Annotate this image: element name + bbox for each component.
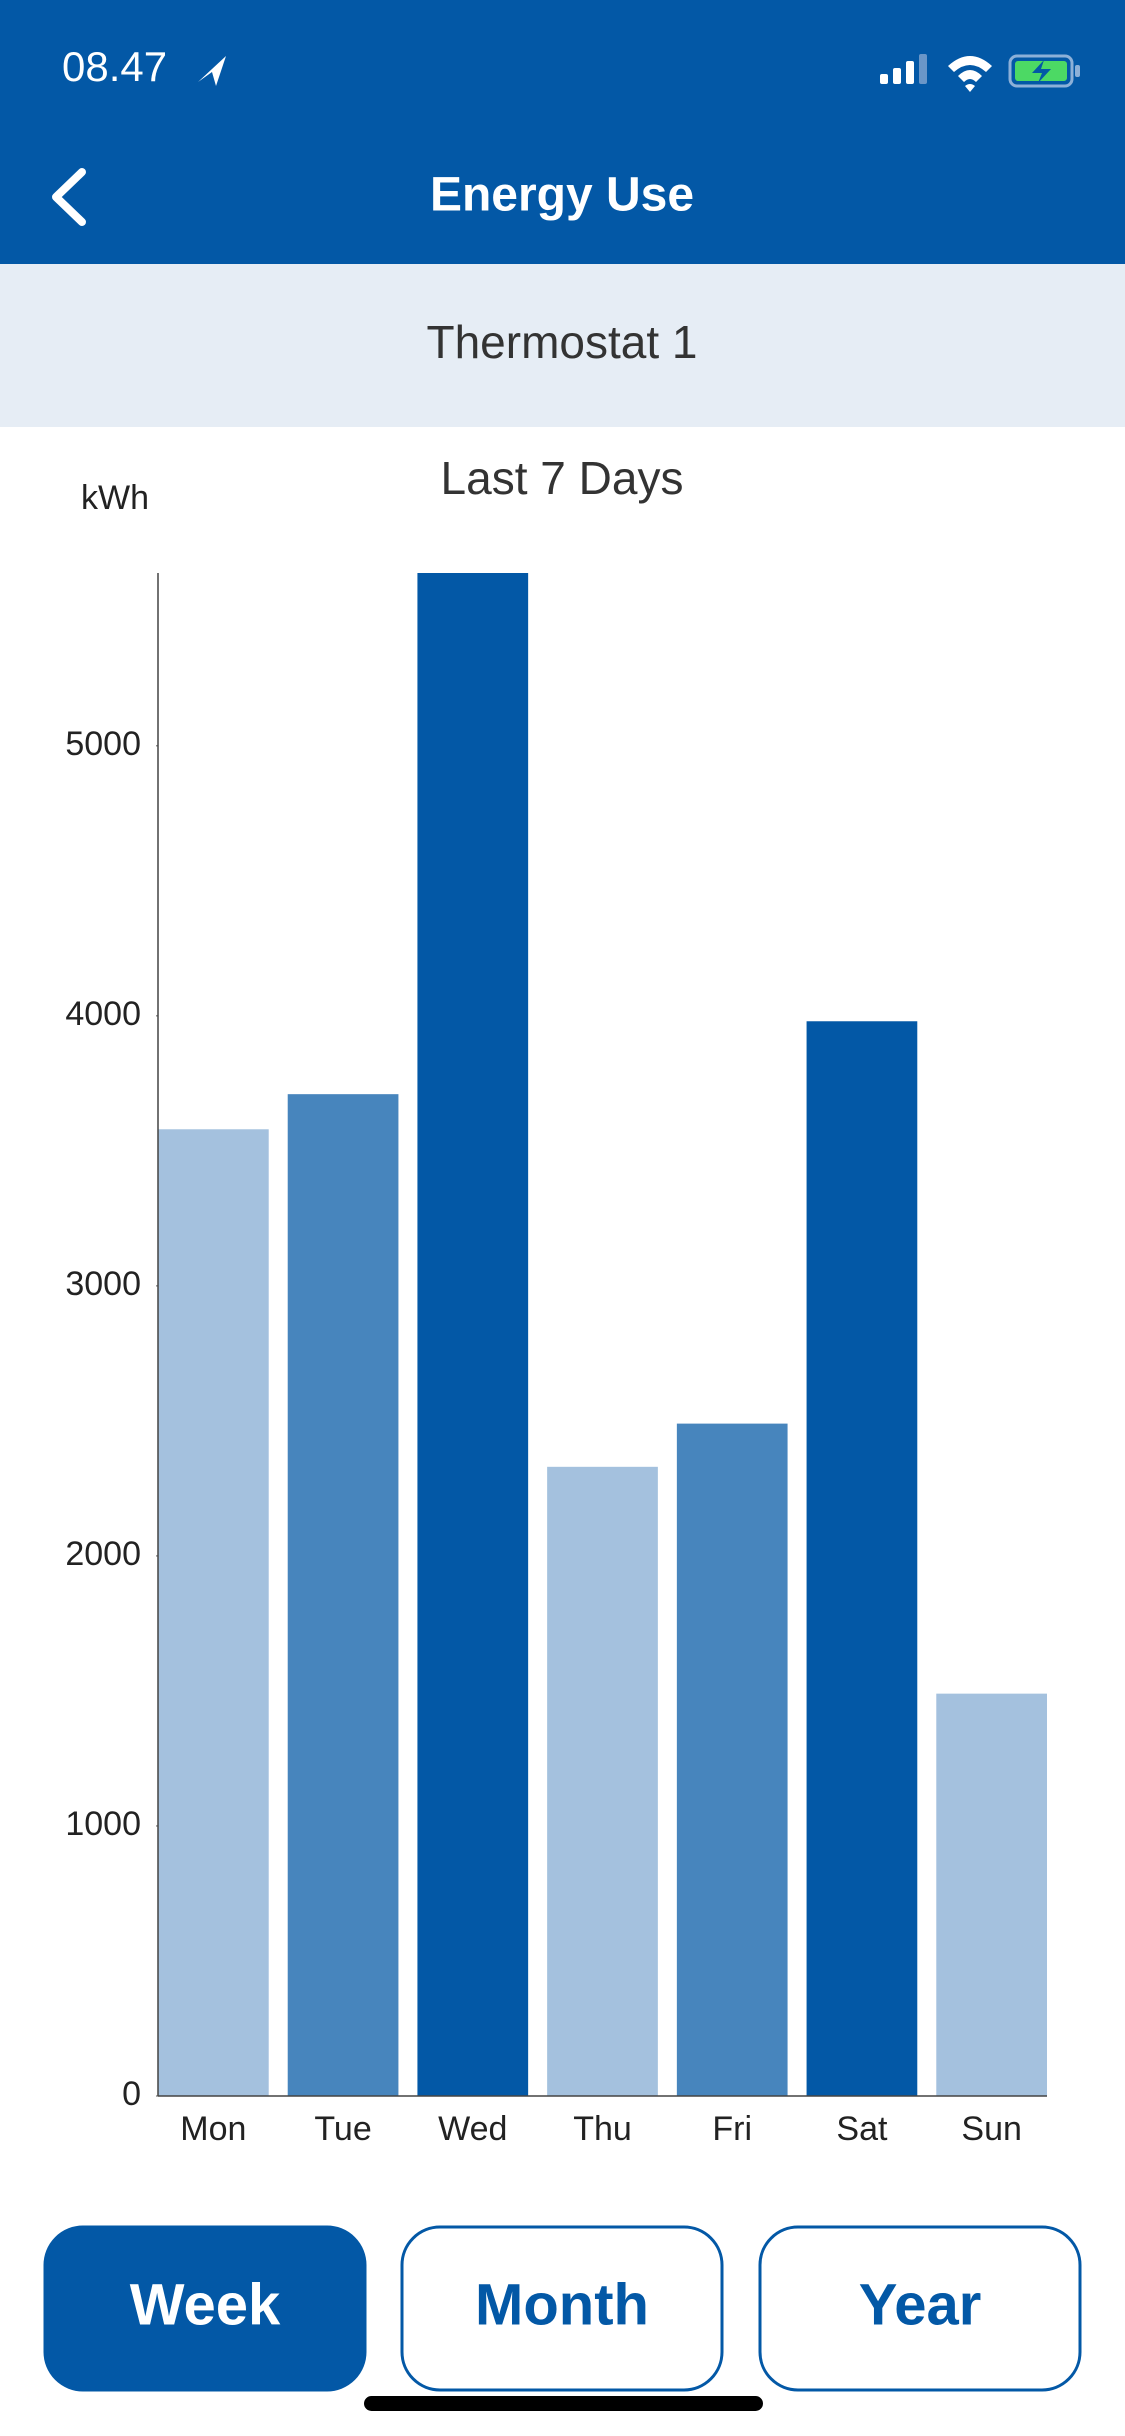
y-tick-label: 2000 [65, 1535, 141, 1573]
back-button[interactable] [52, 168, 86, 226]
tab-button[interactable] [43, 2225, 367, 2392]
x-tick-label: Tue [314, 2110, 371, 2148]
x-tick-label: Sat [836, 2110, 888, 2148]
tab-button[interactable] [400, 2225, 724, 2392]
status-time: 08.47 [62, 43, 167, 90]
bar [676, 1423, 788, 2096]
bar [547, 1466, 658, 2096]
x-tick-label: Thu [573, 2110, 632, 2148]
y-tick-label: 1000 [65, 1805, 141, 1843]
home-indicator [364, 2396, 763, 2411]
x-tick-label: Fri [712, 2110, 752, 2148]
battery-icon [1008, 54, 1080, 88]
tab-button[interactable] [758, 2225, 1082, 2392]
y-axis-label: kWh [81, 479, 149, 517]
signal-icon [880, 54, 927, 84]
bar [158, 1129, 269, 2096]
y-tick-label: 3000 [65, 1265, 141, 1303]
location-icon [198, 56, 226, 86]
subheader-bar [0, 264, 1125, 427]
chart-title: Last 7 Days [441, 452, 684, 504]
device-name: Thermostat 1 [427, 316, 698, 368]
tab-label[interactable]: Week [130, 2272, 281, 2337]
y-tick-label: 5000 [65, 725, 141, 763]
y-tick-label: 4000 [65, 995, 141, 1033]
tab-label[interactable]: Year [859, 2272, 982, 2337]
bar [806, 1021, 918, 2097]
bar [287, 1094, 399, 2096]
x-tick-label: Wed [438, 2110, 507, 2148]
bar [417, 573, 529, 2096]
x-tick-label: Sun [961, 2110, 1022, 2148]
y-tick-label: 0 [122, 2075, 141, 2113]
bar [936, 1693, 1047, 2096]
tab-label[interactable]: Month [475, 2272, 649, 2337]
wifi-icon [948, 56, 992, 92]
header-bar [0, 0, 1125, 264]
x-tick-label: Mon [180, 2110, 246, 2148]
page-title: Energy Use [430, 169, 694, 222]
